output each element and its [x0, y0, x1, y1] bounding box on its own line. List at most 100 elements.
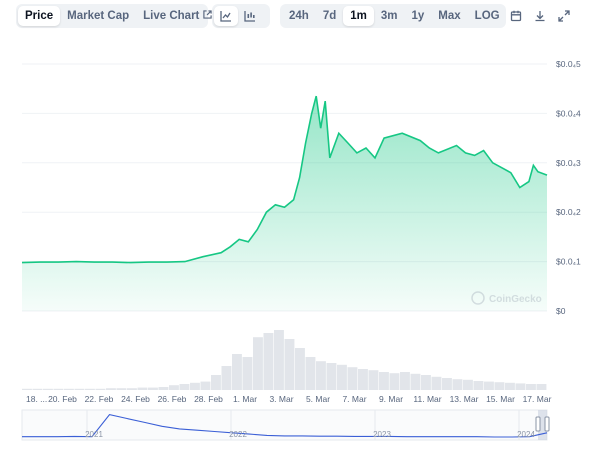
volume-bar: [431, 376, 442, 390]
volume-bar: [242, 357, 253, 390]
volume-bar: [127, 388, 137, 390]
x-tick-label: 18. ...: [26, 394, 47, 404]
navigator[interactable]: 2021 2022 2023 2024: [21, 409, 550, 441]
volume-bar: [85, 388, 95, 390]
volume-bar: [347, 367, 358, 390]
volume-bar: [473, 381, 484, 390]
x-tick-label: 5. Mar: [306, 394, 330, 404]
range-1m[interactable]: 1m: [343, 6, 374, 26]
volume-bar: [43, 388, 53, 390]
y-tick-label: $0.0₄1: [556, 257, 581, 267]
volume-bar: [316, 361, 326, 390]
x-axis-labels: 18. ... 20. Feb 22. Feb 24. Feb 26. Feb 28. F…: [26, 394, 552, 404]
volume-bar: [64, 388, 74, 390]
volume-bar: [421, 375, 431, 390]
volume-bar: [442, 378, 452, 390]
x-tick-label: 11. Mar: [413, 394, 441, 404]
volume-bar: [526, 384, 536, 390]
x-tick-label: 9. Mar: [379, 394, 403, 404]
x-tick-label: 7. Mar: [342, 394, 366, 404]
download-icon[interactable]: [528, 6, 552, 26]
navigator-handle-right[interactable]: [544, 416, 550, 432]
view-tabs: Price Market Cap Live Chart: [16, 4, 213, 28]
volume-bar: [389, 373, 400, 390]
y-tick-label: $0.0₄2: [556, 207, 581, 217]
range-7d[interactable]: 7d: [322, 10, 337, 22]
volume-bar: [200, 381, 211, 390]
navigator-selection[interactable]: [538, 410, 547, 440]
line-chart-icon[interactable]: [214, 6, 238, 26]
volume-bar: [410, 373, 421, 390]
x-tick-label: 20. Feb: [48, 394, 77, 404]
y-tick-label: $0.0₄4: [556, 108, 581, 118]
volume-bar: [22, 388, 32, 390]
volume-bar: [95, 388, 106, 390]
calendar-icon[interactable]: [504, 6, 528, 26]
range-group: 24h 7d 1m 3m 1y Max LOG: [280, 4, 506, 28]
expand-icon[interactable]: [552, 6, 576, 26]
coingecko-watermark: CoinGecko: [471, 291, 542, 305]
volume-bar: [221, 366, 232, 390]
navigator-tick-label: 2023: [373, 430, 391, 439]
candlestick-chart-icon[interactable]: [238, 6, 262, 26]
volume-bar: [274, 330, 284, 390]
tab-price[interactable]: Price: [18, 6, 61, 26]
range-3m[interactable]: 3m: [380, 10, 398, 22]
volume-bar: [463, 379, 473, 390]
volume-bar: [326, 363, 337, 390]
volume-bar: [158, 387, 169, 390]
x-tick-label: 24. Feb: [121, 394, 150, 404]
volume-bar: [305, 357, 316, 390]
volume-bar: [253, 337, 263, 390]
volume-bar: [263, 333, 274, 390]
navigator-tick-label: 2024: [517, 430, 535, 439]
volume-bar: [148, 387, 158, 390]
watermark-text: CoinGecko: [489, 294, 542, 305]
volume-bar: [295, 348, 305, 390]
x-tick-label: 15. Mar: [486, 394, 515, 404]
navigator-axis-labels: 2021 2022 2023 2024: [85, 410, 535, 440]
volume-bar: [494, 382, 505, 390]
range-max[interactable]: Max: [438, 10, 461, 22]
tab-market-cap[interactable]: Market Cap: [67, 10, 130, 22]
navigator-handle-left[interactable]: [535, 416, 541, 432]
range-log[interactable]: LOG: [474, 10, 500, 22]
price-area: [22, 96, 547, 311]
tab-live-chart[interactable]: Live Chart: [136, 6, 219, 26]
volume-bar: [53, 388, 64, 390]
volume-bar: [400, 372, 410, 390]
action-group: [502, 4, 588, 28]
price-chart[interactable]: $0.0₄5 $0.0₄4 $0.0₄3 $0.0₄2 $0.0₄1 $0 18. ...…: [0, 32, 604, 448]
x-tick-label: 17. Mar: [523, 394, 552, 404]
navigator-tick-label: 2021: [85, 430, 103, 439]
y-tick-label: $0.0₄5: [556, 59, 581, 69]
volume-bar: [211, 375, 221, 390]
range-1y[interactable]: 1y: [411, 10, 425, 22]
volume-bar: [515, 383, 526, 390]
volume-bar: [137, 387, 148, 390]
volume-bar: [116, 388, 127, 390]
x-tick-label: 3. Mar: [269, 394, 293, 404]
y-tick-label: $0: [556, 306, 566, 316]
volume-bar: [379, 372, 389, 390]
volume-bar: [337, 364, 347, 390]
volume-bar: [452, 379, 463, 390]
y-tick-label: $0.0₄3: [556, 158, 581, 168]
volume-bar: [32, 388, 43, 390]
navigator-tick-label: 2022: [229, 430, 247, 439]
chart-canvas: $0.0₄5 $0.0₄4 $0.0₄3 $0.0₄2 $0.0₄1 $0 18. ...…: [21, 59, 581, 441]
x-tick-label: 13. Mar: [450, 394, 479, 404]
volume-bar: [190, 382, 200, 390]
x-tick-label: 22. Feb: [85, 394, 114, 404]
x-tick-label: 1. Mar: [233, 394, 257, 404]
range-24h[interactable]: 24h: [289, 10, 309, 22]
chart-type-group: [212, 4, 270, 28]
volume-bar: [368, 370, 379, 390]
volume-bar: [484, 381, 494, 390]
coingecko-logo-icon: [471, 291, 485, 305]
y-axis-labels: $0.0₄5 $0.0₄4 $0.0₄3 $0.0₄2 $0.0₄1 $0: [556, 59, 581, 316]
external-link-icon: [203, 10, 213, 22]
volume-bar: [536, 384, 547, 390]
volume-bars: [22, 330, 547, 390]
x-tick-label: 26. Feb: [158, 394, 187, 404]
